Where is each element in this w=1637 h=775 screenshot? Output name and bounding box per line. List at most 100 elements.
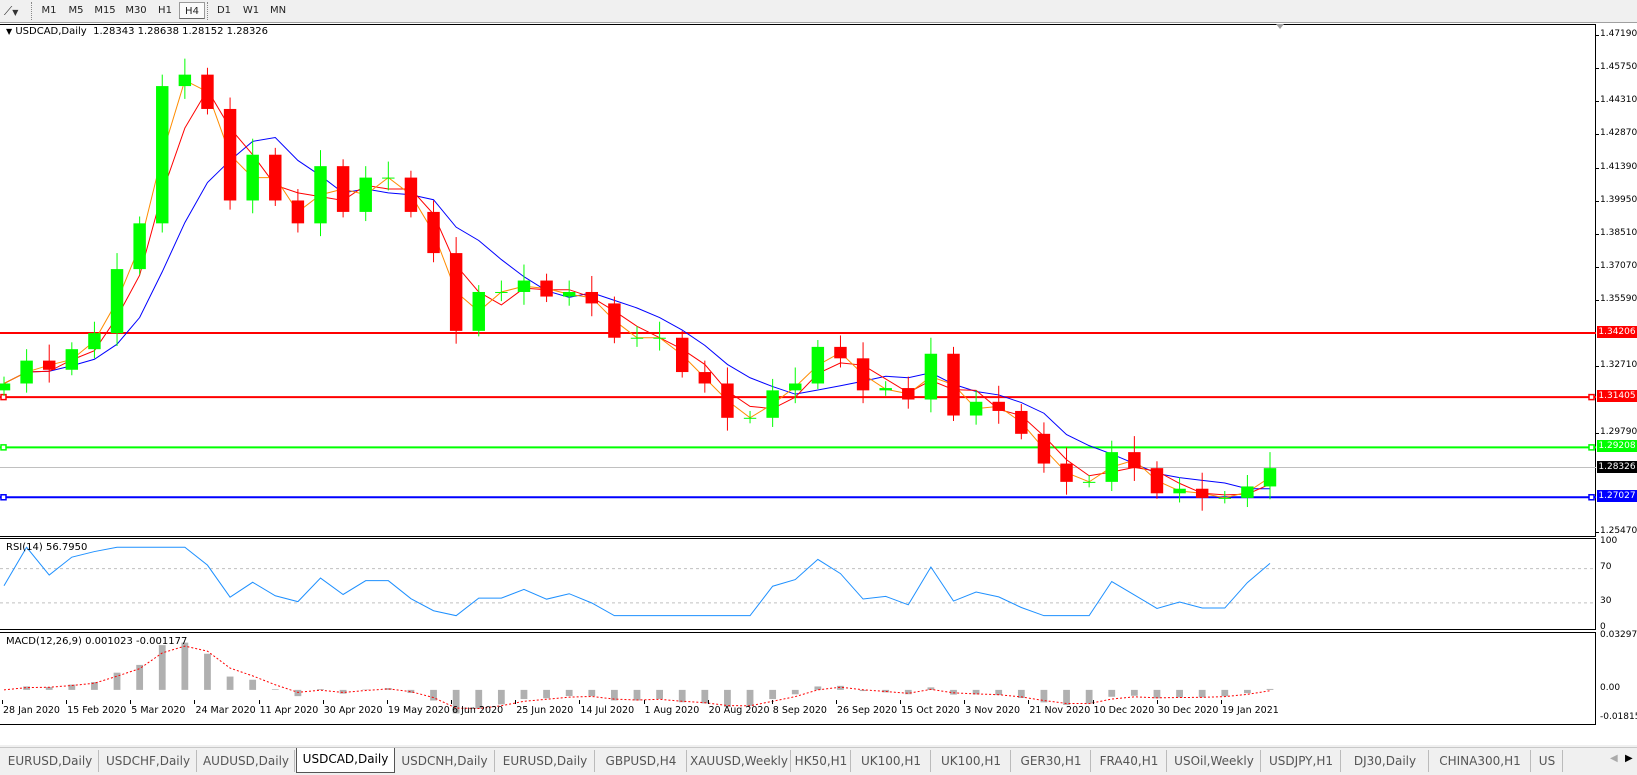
scroll-right-icon[interactable]: ▶: [1625, 753, 1633, 764]
price-tick-label: 1.42870: [1600, 127, 1637, 138]
macd-pane[interactable]: [0, 632, 1596, 725]
price-tick: [1596, 366, 1599, 368]
line-handle[interactable]: [0, 444, 7, 451]
timeframe-mn-button[interactable]: MN: [269, 5, 287, 16]
timeframe-w1-button[interactable]: W1: [242, 5, 260, 16]
date-tick-label: 20 Aug 2020: [708, 705, 770, 716]
timeframe-m30-button[interactable]: M30: [125, 5, 147, 16]
candle: [1173, 488, 1186, 494]
timeframe-h4-button[interactable]: H4: [179, 2, 205, 19]
date-tick: [707, 700, 709, 704]
date-tick: [1220, 700, 1222, 704]
chart-tab[interactable]: UK100,H1: [932, 750, 1011, 772]
macd-tick-label: 0.032972: [1600, 630, 1637, 640]
price-label-1.27027: 1.27027: [1597, 490, 1637, 503]
price-tick: [1596, 34, 1599, 36]
candle: [314, 166, 327, 224]
candle: [359, 177, 372, 212]
rsi-tick-label: 30: [1600, 595, 1612, 606]
candle: [540, 280, 553, 297]
chart-tab[interactable]: USOil,Weekly: [1168, 750, 1261, 772]
timeframe-d1-button[interactable]: D1: [216, 5, 232, 16]
line-handle[interactable]: [0, 494, 7, 501]
candle: [1082, 481, 1096, 483]
chart-tab[interactable]: UK100,H1: [852, 750, 931, 772]
line-handle[interactable]: [1588, 393, 1595, 401]
date-tick-label: 28 Jan 2020: [3, 705, 60, 716]
chart-tab[interactable]: CHINA300,H1: [1430, 750, 1531, 772]
line-handle[interactable]: [1588, 494, 1595, 501]
candle: [1263, 468, 1277, 487]
date-tick-label: 19 Jan 2021: [1221, 705, 1279, 716]
candle: [608, 303, 621, 338]
rsi-pane[interactable]: [0, 538, 1596, 630]
line-tool-icon[interactable]: ⟋▼: [0, 4, 19, 18]
price-tick-label: 1.39950: [1600, 194, 1637, 205]
price-tick: [1596, 100, 1599, 102]
chart-tab[interactable]: GER30,H1: [1012, 750, 1091, 772]
candle: [427, 211, 440, 254]
timeframe-h1-button[interactable]: H1: [158, 5, 172, 16]
chart-tab[interactable]: USDCHF,Daily: [100, 750, 197, 772]
candle: [382, 177, 395, 179]
chart-tab[interactable]: DJ30,Daily: [1342, 750, 1429, 772]
chart-shift-marker-icon[interactable]: [1276, 24, 1284, 29]
candle: [630, 337, 644, 339]
timeframe-m5-button[interactable]: M5: [68, 5, 84, 16]
candle: [223, 108, 237, 201]
candle: [675, 337, 689, 373]
date-tick-label: 26 Sep 2020: [836, 705, 898, 716]
price-tick-label: 1.47190: [1600, 28, 1637, 39]
date-tick: [194, 700, 196, 704]
macd-chart: [3, 642, 1274, 714]
candle: [472, 291, 485, 331]
timeframe-m1-button[interactable]: M1: [41, 5, 57, 16]
date-tick: [643, 700, 645, 704]
date-tick: [579, 700, 581, 704]
date-tick-label: 30 Dec 2020: [1157, 705, 1219, 716]
candle: [562, 291, 576, 297]
chart-tab[interactable]: USDCNH,Daily: [395, 750, 495, 772]
chart-tab[interactable]: US: [1532, 750, 1563, 772]
date-tick: [258, 700, 260, 704]
date-tick: [386, 700, 388, 704]
rsi-label: RSI(14) 56.7950: [6, 542, 88, 553]
date-tick: [515, 700, 517, 704]
line-handle[interactable]: [1588, 444, 1595, 451]
date-tick-label: 15 Oct 2020: [901, 705, 960, 716]
price-chart[interactable]: [0, 25, 1596, 537]
symbol-label: USDCAD,Daily: [15, 26, 87, 37]
price-tick-label: 1.37070: [1600, 260, 1637, 271]
price-tick-label: 1.35590: [1600, 294, 1637, 305]
candle: [65, 349, 79, 370]
chart-tab[interactable]: GBPUSD,H4: [596, 750, 687, 772]
chart-tab[interactable]: AUDUSD,Daily: [198, 750, 295, 772]
chart-header: ▼ USDCAD,Daily 1.28343 1.28638 1.28152 1…: [6, 26, 268, 37]
date-tick-label: 1 Aug 2020: [644, 705, 700, 716]
rsi-tick-label: 100: [1600, 536, 1618, 546]
candle: [698, 372, 712, 384]
chart-tab[interactable]: EURUSD,Daily: [496, 750, 595, 772]
chart-tab[interactable]: EURUSD,Daily: [2, 750, 99, 772]
collapse-triangle-icon[interactable]: ▼: [6, 27, 13, 36]
chart-tab[interactable]: XAUUSD,Weekly: [688, 750, 791, 772]
date-tick: [964, 700, 966, 704]
chart-tab[interactable]: USDJPY,H1: [1262, 750, 1341, 772]
timeframe-m15-button[interactable]: M15: [94, 5, 116, 16]
scroll-left-icon[interactable]: ◀: [1610, 753, 1618, 764]
candle: [246, 154, 259, 201]
candle: [1037, 433, 1051, 464]
chevron-down-icon[interactable]: ▼: [12, 8, 19, 17]
date-tick-label: 8 Sep 2020: [772, 705, 827, 716]
candle: [834, 346, 847, 359]
chart-tab[interactable]: USDCAD,Daily: [296, 748, 395, 773]
chart-tab[interactable]: HK50,H1: [792, 750, 851, 772]
price-pane[interactable]: [0, 24, 1596, 537]
ma-mid-line: [3, 88, 1271, 496]
chart-tab[interactable]: FRA40,H1: [1092, 750, 1167, 772]
rsi-line: [3, 546, 1271, 617]
candle: [653, 337, 666, 339]
date-tick: [771, 700, 773, 704]
candle: [20, 360, 33, 384]
candle: [336, 166, 350, 212]
